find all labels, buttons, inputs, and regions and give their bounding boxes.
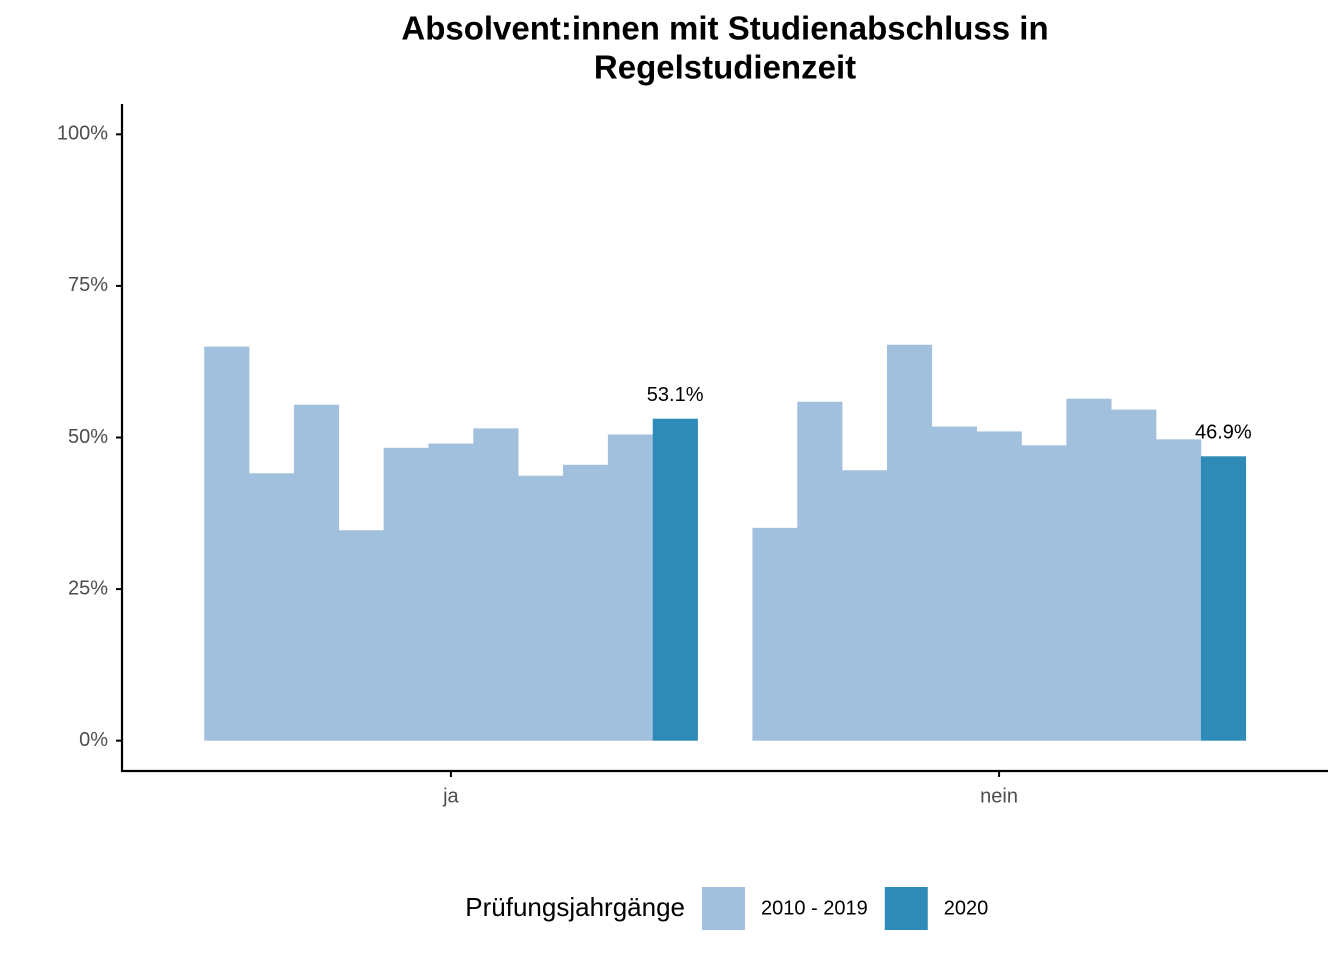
data-label: 53.1% [647,384,704,406]
bar [1156,439,1202,741]
y-tick-label: 25% [68,577,108,599]
bar [428,443,474,741]
bar [563,464,609,741]
legend-label: 2020 [944,897,989,919]
legend-key [884,887,928,930]
x-tick-label: nein [980,785,1018,807]
chart-title: Regelstudienzeit [594,49,856,86]
legend-label: 2010 - 2019 [761,897,868,919]
bar [1021,445,1067,741]
bar [607,434,654,741]
bar [518,475,564,741]
y-tick-label: 75% [68,274,108,296]
bar [383,447,429,741]
y-tick-label: 0% [79,729,108,751]
chart-title: Absolvent:innen mit Studienabschluss in [401,10,1048,47]
bar [338,530,384,741]
legend-title: Prüfungsjahrgänge [465,892,685,922]
bar [886,344,933,741]
legend-key [702,887,745,930]
bar [842,470,888,741]
bar [1066,398,1112,741]
bar [473,428,519,741]
y-tick-label: 100% [57,123,108,145]
bar [1200,456,1247,741]
bar [976,431,1022,741]
data-label: 46.9% [1195,422,1252,444]
x-tick-label: ja [442,785,459,807]
bar [752,527,798,741]
bar [249,473,295,741]
bar [1111,409,1157,741]
bar [293,404,340,741]
bar [797,401,843,741]
y-tick-label: 50% [68,426,108,448]
bar [204,346,250,741]
bar [652,418,698,741]
bar [931,426,977,741]
